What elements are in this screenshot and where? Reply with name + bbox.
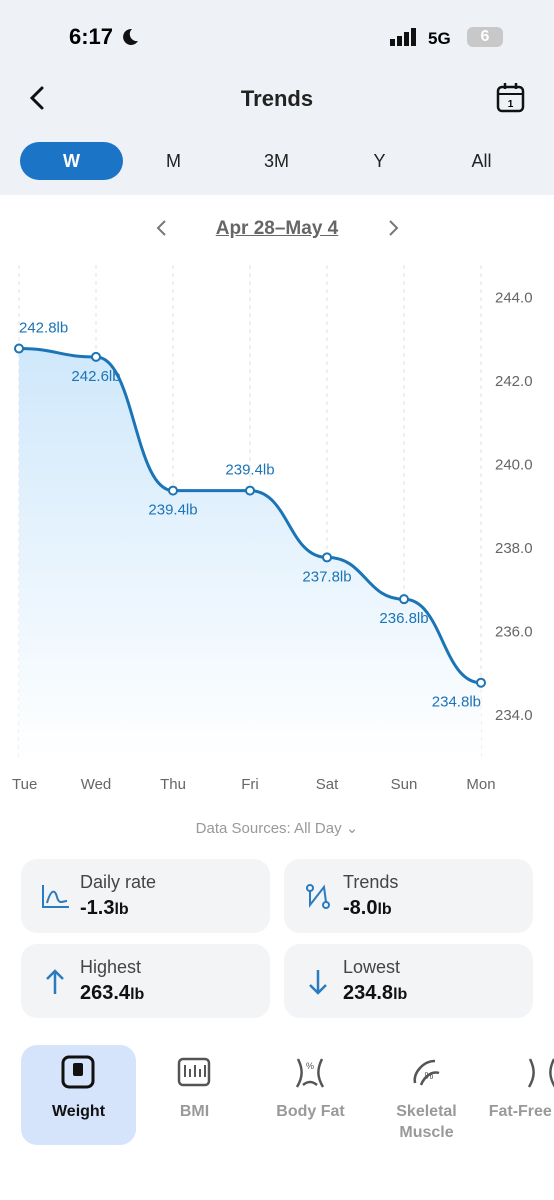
x-tick-label: Fri (241, 776, 259, 793)
nav-item[interactable]: Weight (21, 1045, 136, 1145)
prev-button[interactable] (152, 218, 172, 238)
stat-unit: lb (114, 901, 129, 918)
value-label: 237.8lb (302, 568, 351, 585)
x-tick-label: Mon (466, 776, 495, 793)
stat-label: Trends (343, 872, 399, 892)
nav-label: Weight (51, 1103, 106, 1120)
data-source[interactable]: Data Sources: All Day ⌄ (195, 820, 359, 837)
area (19, 348, 481, 760)
nav-item[interactable]: % Skeletal Muscle (369, 1045, 484, 1145)
stat-number: 263.4 (80, 982, 131, 1004)
signal-icon (390, 28, 416, 46)
y-tick-label: 244.0 (495, 289, 533, 306)
tab[interactable]: All (471, 151, 492, 171)
point (476, 677, 486, 688)
battery: 6 (467, 27, 503, 47)
nav-item[interactable]: Fat-Free Mass (485, 1045, 554, 1145)
y-tick-label: 242.0 (495, 373, 533, 390)
stat-value: -1.3lb (80, 897, 129, 920)
nav-icon: % (413, 1059, 440, 1086)
stat-label: Highest (80, 957, 142, 977)
nav-item[interactable]: % Body Fat (253, 1045, 368, 1145)
point (91, 351, 101, 362)
x-tick-label: Sun (391, 776, 418, 793)
stat-number: -1.3 (80, 897, 115, 919)
y-tick-label: 234.0 (495, 707, 533, 724)
stat-card: Highest 263.4lb (21, 944, 270, 1018)
stat-unit: lb (393, 986, 408, 1003)
stat-icon (42, 885, 69, 908)
nav-label: BMI (179, 1103, 210, 1120)
value-label: 236.8lb (379, 610, 428, 627)
tab[interactable]: W (20, 142, 123, 180)
stat-value: -8.0lb (343, 897, 392, 920)
value-label: 242.8lb (19, 320, 68, 337)
point (14, 343, 24, 354)
point (322, 552, 332, 563)
stat-card: Lowest 234.8lb (284, 944, 533, 1018)
tab[interactable]: Y (373, 151, 386, 171)
stat-unit: lb (130, 986, 145, 1003)
svg-text:%: % (306, 1061, 314, 1071)
date-range[interactable]: Apr 28–May 4 (215, 218, 339, 239)
next-button[interactable] (383, 218, 403, 238)
nav-icon (527, 1058, 554, 1088)
stat-label: Lowest (343, 957, 401, 977)
point (168, 485, 178, 496)
value-label: 234.8lb (432, 694, 481, 711)
stat-label: Daily rate (80, 872, 157, 892)
stat-icon (306, 884, 330, 909)
point (399, 594, 409, 605)
nav-label: Body Fat (276, 1103, 345, 1120)
stat-value: 263.4lb (80, 982, 144, 1005)
x-tick-label: Wed (81, 776, 112, 793)
tab[interactable]: M (166, 151, 181, 171)
stat-card: Trends -8.0lb (284, 859, 533, 933)
page-title: Trends (240, 86, 314, 111)
y-tick-label: 238.0 (495, 540, 533, 557)
nav-label: Skeletal Muscle (396, 1103, 457, 1141)
nav-icon (61, 1055, 95, 1089)
value-label: 239.4lb (148, 502, 197, 519)
y-tick-label: 240.0 (495, 456, 533, 473)
nav-item[interactable]: BMI (137, 1045, 252, 1145)
y-tick-label: 236.0 (495, 624, 533, 641)
x-tick-label: Tue (12, 776, 37, 793)
x-tick-label: Sat (316, 776, 339, 793)
stat-number: 234.8 (343, 982, 394, 1004)
svg-text:1: 1 (508, 99, 514, 110)
stat-number: -8.0 (343, 897, 378, 919)
status-time: 6:17 (69, 24, 114, 49)
stat-icon (46, 969, 64, 994)
nav-label: Fat-Free Mass (488, 1103, 554, 1120)
value-label: 239.4lb (225, 462, 274, 479)
value-label: 242.6lb (71, 368, 120, 385)
calendar-button[interactable]: 1 (496, 82, 526, 114)
data-source-label: Data Sources: All Day (195, 820, 342, 837)
tab[interactable]: 3M (263, 151, 289, 171)
chart: Tue Wed Thu Fri Sat Sun Mon 234.0 236.0 238.0 240.… (12, 265, 533, 793)
moon-icon (123, 28, 138, 45)
nav-icon (177, 1057, 211, 1087)
point (245, 485, 255, 496)
network-label: 5G (428, 29, 451, 48)
stat-unit: lb (377, 901, 392, 918)
stat-card: Daily rate -1.3lb (21, 859, 270, 933)
x-tick-label: Thu (160, 776, 186, 793)
stat-value: 234.8lb (343, 982, 407, 1005)
svg-text:%: % (425, 1071, 434, 1082)
nav-icon: % (295, 1058, 325, 1088)
stat-icon (309, 970, 327, 995)
back-button[interactable] (26, 84, 50, 112)
